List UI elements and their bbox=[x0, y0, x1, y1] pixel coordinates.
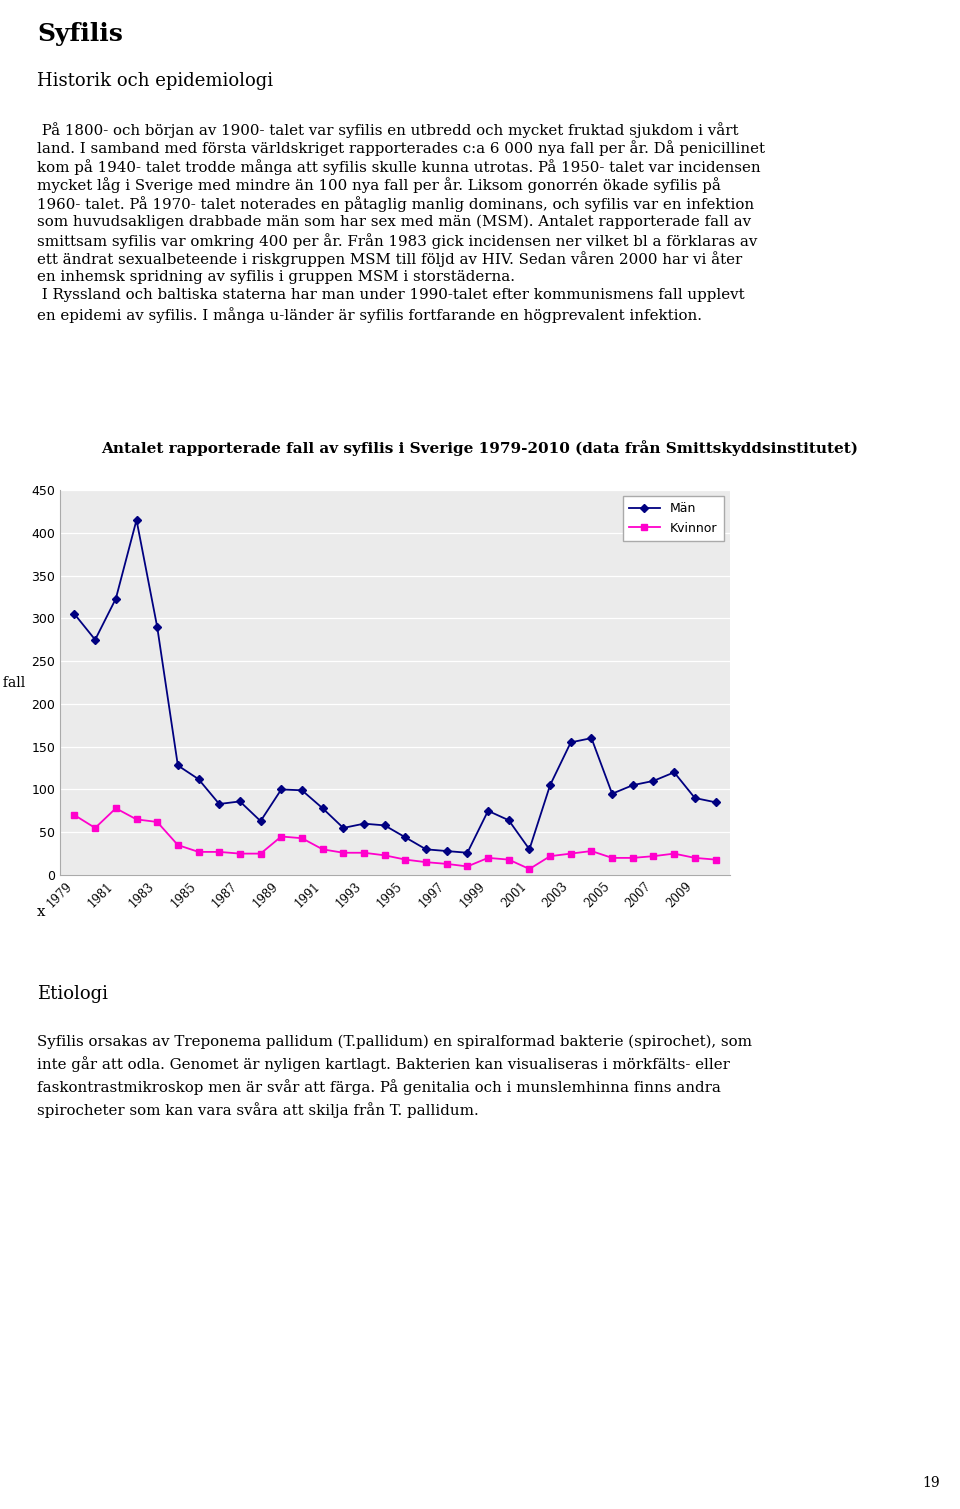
Kvinnor bbox=[297, 828, 308, 847]
Line: Kvinnor: Kvinnor bbox=[72, 806, 718, 872]
Män bbox=[689, 789, 701, 807]
Män bbox=[193, 770, 204, 788]
Kvinnor bbox=[131, 810, 142, 828]
Text: Historik och epidemiologi: Historik och epidemiologi bbox=[37, 72, 274, 91]
Män bbox=[234, 792, 246, 810]
Kvinnor bbox=[565, 845, 577, 863]
Män bbox=[709, 794, 721, 812]
Kvinnor bbox=[586, 842, 597, 860]
Kvinnor bbox=[379, 847, 391, 865]
Män bbox=[441, 842, 452, 860]
Män bbox=[152, 617, 163, 635]
Text: Etiologi: Etiologi bbox=[37, 985, 108, 1003]
Text: en epidemi av syfilis. I många u-länder är syfilis fortfarande en högprevalent i: en epidemi av syfilis. I många u-länder … bbox=[37, 306, 702, 323]
Kvinnor bbox=[213, 844, 225, 862]
Text: Antal fall: Antal fall bbox=[0, 676, 25, 690]
Kvinnor bbox=[607, 850, 618, 868]
Kvinnor bbox=[338, 844, 349, 862]
Text: en inhemsk spridning av syfilis i gruppen MSM i storstäderna.: en inhemsk spridning av syfilis i gruppe… bbox=[37, 270, 515, 284]
Kvinnor bbox=[689, 850, 701, 868]
Kvinnor bbox=[648, 847, 660, 865]
Kvinnor bbox=[399, 851, 411, 869]
Text: smittsam syfilis var omkring 400 per år. Från 1983 gick incidensen ner vilket bl: smittsam syfilis var omkring 400 per år.… bbox=[37, 232, 757, 249]
Kvinnor bbox=[152, 813, 163, 831]
Män bbox=[297, 782, 308, 800]
Line: Män: Män bbox=[72, 518, 718, 856]
Män bbox=[358, 815, 370, 833]
Text: ett ändrat sexualbeteende i riskgruppen MSM till följd av HIV. Sedan våren 2000 : ett ändrat sexualbeteende i riskgruppen … bbox=[37, 252, 742, 267]
Kvinnor bbox=[668, 845, 680, 863]
Text: 19: 19 bbox=[923, 1476, 940, 1489]
Kvinnor bbox=[358, 844, 370, 862]
Kvinnor bbox=[627, 850, 638, 868]
Män bbox=[399, 828, 411, 847]
Män bbox=[110, 590, 122, 608]
Män bbox=[607, 785, 618, 803]
Män bbox=[254, 812, 266, 830]
Text: kom på 1940- talet trodde många att syfilis skulle kunna utrotas. På 1950- talet: kom på 1940- talet trodde många att syfi… bbox=[37, 158, 760, 175]
Text: mycket låg i Sverige med mindre än 100 nya fall per år. Liksom gonorrén ökade sy: mycket låg i Sverige med mindre än 100 n… bbox=[37, 178, 721, 193]
Män bbox=[544, 776, 556, 794]
Text: 1960- talet. På 1970- talet noterades en påtaglig manlig dominans, och syfilis v: 1960- talet. På 1970- talet noterades en… bbox=[37, 196, 755, 211]
Män bbox=[565, 733, 577, 751]
Kvinnor bbox=[254, 845, 266, 863]
Män bbox=[586, 729, 597, 747]
Kvinnor bbox=[276, 827, 287, 845]
Text: som huvudsakligen drabbade män som har sex med män (MSM). Antalet rapporterade f: som huvudsakligen drabbade män som har s… bbox=[37, 214, 751, 229]
Män bbox=[338, 819, 349, 837]
Text: Syfilis: Syfilis bbox=[37, 23, 123, 45]
Kvinnor bbox=[172, 836, 183, 854]
Kvinnor bbox=[441, 854, 452, 872]
Kvinnor bbox=[544, 847, 556, 865]
Kvinnor bbox=[709, 851, 721, 869]
Kvinnor bbox=[193, 844, 204, 862]
Män bbox=[317, 800, 328, 818]
Kvinnor bbox=[317, 841, 328, 859]
Män bbox=[482, 801, 493, 819]
Kvinnor bbox=[462, 857, 473, 875]
Män bbox=[420, 841, 432, 859]
Text: Antalet rapporterade fall av syfilis i Sverige 1979-2010 (data från Smittskyddsi: Antalet rapporterade fall av syfilis i S… bbox=[102, 441, 858, 456]
Text: På 1800- och början av 1900- talet var syfilis en utbredd och mycket fruktad sju: På 1800- och början av 1900- talet var s… bbox=[37, 122, 738, 137]
Män bbox=[276, 780, 287, 798]
Män bbox=[213, 795, 225, 813]
Män bbox=[523, 841, 535, 859]
Män bbox=[172, 756, 183, 774]
Text: land. I samband med första världskriget rapporterades c:a 6 000 nya fall per år.: land. I samband med första världskriget … bbox=[37, 140, 765, 157]
Män bbox=[627, 776, 638, 794]
Text: I Ryssland och baltiska staterna har man under 1990-talet efter kommunismens fal: I Ryssland och baltiska staterna har man… bbox=[37, 288, 745, 302]
Kvinnor bbox=[482, 850, 493, 868]
Text: x: x bbox=[37, 905, 45, 919]
Män bbox=[668, 764, 680, 782]
Kvinnor bbox=[110, 800, 122, 818]
Män bbox=[503, 812, 515, 830]
Män bbox=[89, 631, 101, 649]
Legend: Män, Kvinnor: Män, Kvinnor bbox=[622, 496, 724, 542]
Män bbox=[69, 605, 81, 623]
Kvinnor bbox=[420, 853, 432, 871]
Kvinnor bbox=[69, 806, 81, 824]
Text: Syfilis orsakas av Treponema pallidum (T.pallidum) en spiralformad bakterie (spi: Syfilis orsakas av Treponema pallidum (T… bbox=[37, 1035, 752, 1118]
Män bbox=[648, 771, 660, 789]
Män bbox=[131, 512, 142, 530]
Kvinnor bbox=[234, 845, 246, 863]
Kvinnor bbox=[89, 819, 101, 837]
Män bbox=[462, 844, 473, 862]
Kvinnor bbox=[503, 851, 515, 869]
Män bbox=[379, 816, 391, 834]
Kvinnor bbox=[523, 860, 535, 878]
